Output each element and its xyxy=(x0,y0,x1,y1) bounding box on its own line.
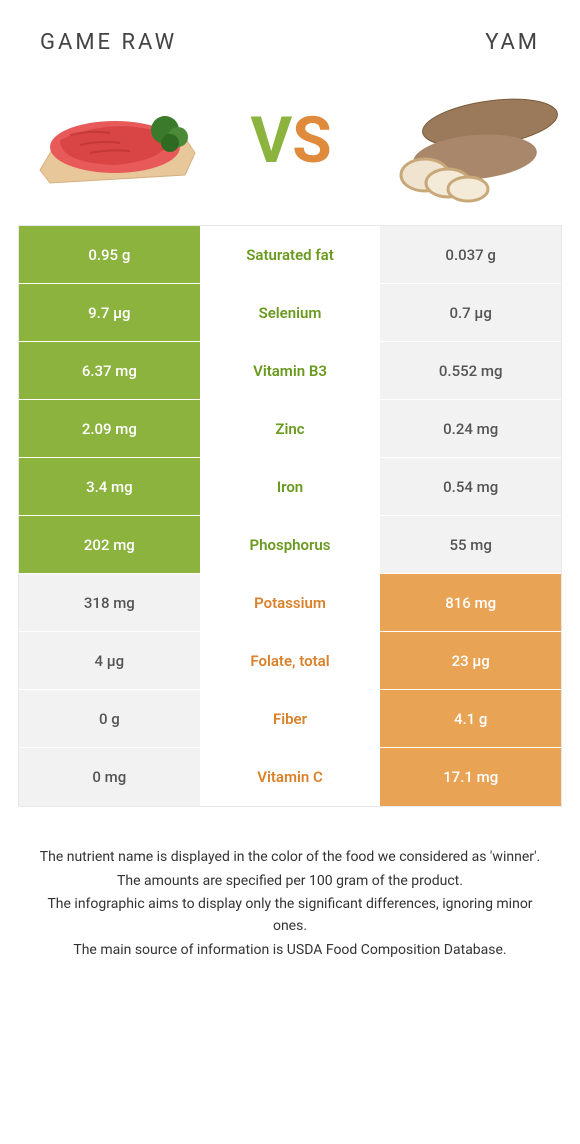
notes-block: The nutrient name is displayed in the co… xyxy=(10,807,570,973)
vs-v: V xyxy=(250,103,290,178)
right-value: 0.24 mg xyxy=(380,400,561,457)
nutrient-label: Potassium xyxy=(200,574,381,631)
left-value: 3.4 mg xyxy=(19,458,200,515)
nutrient-table: 0.95 gSaturated fat0.037 g9.7 µgSelenium… xyxy=(18,225,562,807)
right-value: 0.037 g xyxy=(380,226,561,283)
left-value: 2.09 mg xyxy=(19,400,200,457)
nutrient-label: Phosphorus xyxy=(200,516,381,573)
left-value: 0.95 g xyxy=(19,226,200,283)
nutrient-label: Fiber xyxy=(200,690,381,747)
vs-s: S xyxy=(292,103,329,178)
table-row: 0 mgVitamin C17.1 mg xyxy=(19,748,561,806)
nutrient-label: Folate, total xyxy=(200,632,381,689)
titles-row: Game raw Yam xyxy=(10,20,570,75)
right-value: 0.7 µg xyxy=(380,284,561,341)
table-row: 9.7 µgSelenium0.7 µg xyxy=(19,284,561,342)
food-image-right xyxy=(370,75,560,205)
left-value: 4 µg xyxy=(19,632,200,689)
food-image-left xyxy=(20,75,210,205)
table-row: 4 µgFolate, total23 µg xyxy=(19,632,561,690)
right-value: 4.1 g xyxy=(380,690,561,747)
title-right: Yam xyxy=(485,30,540,55)
right-value: 17.1 mg xyxy=(380,748,561,806)
table-row: 318 mgPotassium816 mg xyxy=(19,574,561,632)
note-line: The infographic aims to display only the… xyxy=(30,894,550,937)
table-row: 6.37 mgVitamin B30.552 mg xyxy=(19,342,561,400)
note-line: The amounts are specified per 100 gram o… xyxy=(30,871,550,893)
nutrient-label: Saturated fat xyxy=(200,226,381,283)
infographic-container: Game raw Yam VS xyxy=(0,0,580,1003)
title-left: Game raw xyxy=(40,30,177,55)
nutrient-label: Selenium xyxy=(200,284,381,341)
left-value: 9.7 µg xyxy=(19,284,200,341)
left-value: 318 mg xyxy=(19,574,200,631)
right-value: 23 µg xyxy=(380,632,561,689)
nutrient-label: Vitamin B3 xyxy=(200,342,381,399)
left-value: 0 g xyxy=(19,690,200,747)
right-value: 55 mg xyxy=(380,516,561,573)
nutrient-label: Zinc xyxy=(200,400,381,457)
vs-label: VS xyxy=(250,103,329,178)
table-row: 3.4 mgIron0.54 mg xyxy=(19,458,561,516)
table-row: 0 gFiber4.1 g xyxy=(19,690,561,748)
note-line: The main source of information is USDA F… xyxy=(30,940,550,962)
right-value: 816 mg xyxy=(380,574,561,631)
right-value: 0.54 mg xyxy=(380,458,561,515)
left-value: 6.37 mg xyxy=(19,342,200,399)
table-row: 0.95 gSaturated fat0.037 g xyxy=(19,226,561,284)
left-value: 0 mg xyxy=(19,748,200,806)
right-value: 0.552 mg xyxy=(380,342,561,399)
left-value: 202 mg xyxy=(19,516,200,573)
hero-row: VS xyxy=(10,75,570,225)
nutrient-label: Vitamin C xyxy=(200,748,381,806)
note-line: The nutrient name is displayed in the co… xyxy=(30,847,550,869)
table-row: 2.09 mgZinc0.24 mg xyxy=(19,400,561,458)
table-row: 202 mgPhosphorus55 mg xyxy=(19,516,561,574)
nutrient-label: Iron xyxy=(200,458,381,515)
